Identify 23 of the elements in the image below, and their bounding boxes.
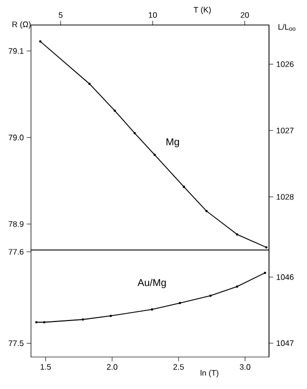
y2-tick-label: 1047 xyxy=(276,340,294,346)
x2-tick-label: 5 xyxy=(58,12,63,18)
y-tick-label: 78.9 xyxy=(8,221,24,227)
y-tick-label: 77.6 xyxy=(8,249,24,255)
y2-tick-label: 1028 xyxy=(276,194,294,200)
x2-axis-title: T (K) xyxy=(194,6,211,14)
series-label: Mg xyxy=(166,138,179,148)
x2-tick-label: 10 xyxy=(148,12,157,18)
y2-axis-title: L/L$_{oo}$ xyxy=(278,24,296,31)
y-axis-title: R (Ω) xyxy=(12,21,31,29)
series-label: Au/Mg xyxy=(138,278,166,288)
x-tick-label: 1.5 xyxy=(40,364,51,370)
y2-tick-label: 1027 xyxy=(276,128,294,134)
y-tick-label: 79.0 xyxy=(8,134,24,140)
x-tick-label: 2.5 xyxy=(173,364,184,370)
y-tick-label: 77.5 xyxy=(8,340,24,346)
y2-tick-label: 1046 xyxy=(276,274,294,280)
x-axis-title: ln (T) xyxy=(200,370,218,378)
x2-tick-label: 20 xyxy=(240,12,249,18)
y-tick-label: 79.1 xyxy=(8,48,24,54)
x-tick-label: 2.0 xyxy=(106,364,118,370)
y2-tick-label: 1026 xyxy=(276,61,294,67)
x-tick-label: 3.0 xyxy=(240,364,250,370)
